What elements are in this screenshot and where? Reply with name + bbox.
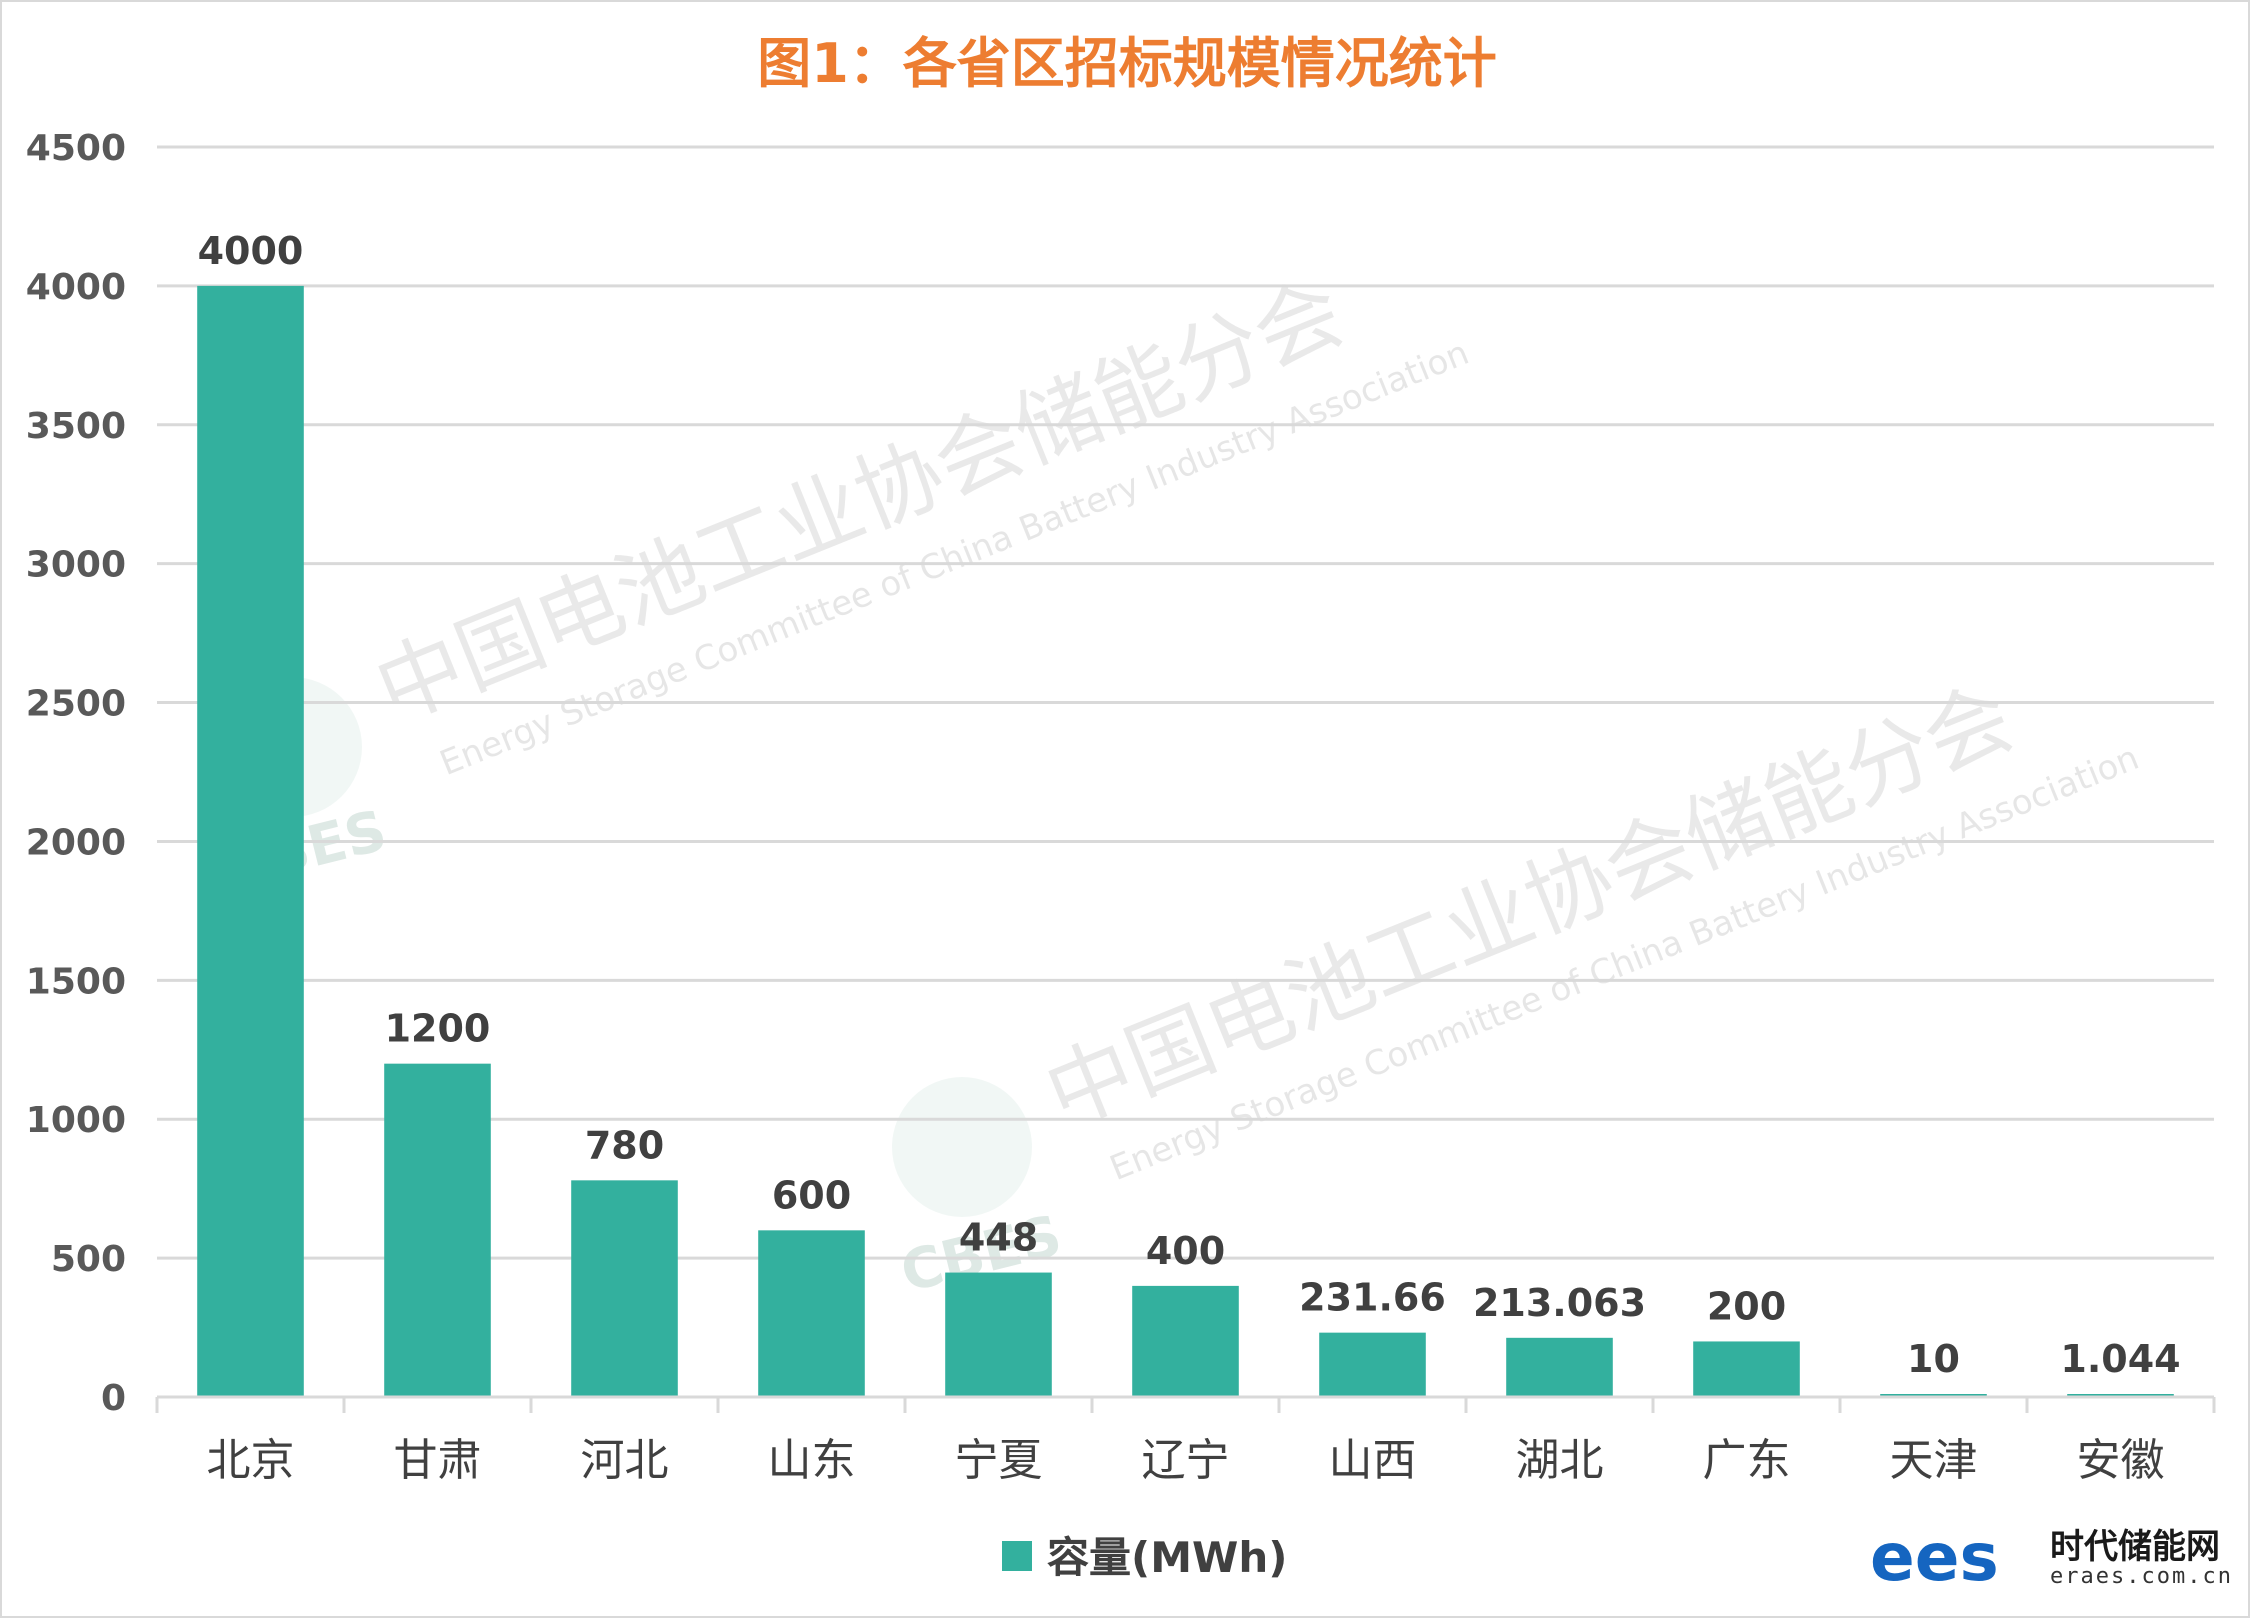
data-label: 780 [585, 1123, 664, 1167]
data-labels: 4000 1200 780 600 448 400 231.66 213.063 200 10 1.… [198, 229, 2181, 1381]
y-tick-label: 2500 [26, 684, 126, 725]
bar [1132, 1285, 1239, 1397]
bar-series [197, 285, 2174, 1397]
legend-label: 容量(MWh) [1047, 1533, 1287, 1582]
x-tick-label: 广东 [1703, 1435, 1791, 1486]
y-axis: 0 500 1000 1500 2000 2500 3000 3500 4000 4500 [26, 128, 126, 1419]
x-tick-label: 宁夏 [955, 1435, 1043, 1486]
bar [1506, 1337, 1613, 1397]
x-tick-label: 河北 [581, 1435, 669, 1486]
x-tick-label: 山西 [1329, 1435, 1417, 1486]
watermark-cn-1: 中国电池工业协会储能分会 [362, 262, 1356, 741]
brand-url: eraes.com.cn [2050, 1564, 2233, 1589]
x-axis: 北京 甘肃 河北 山东 宁夏 辽宁 山西 湖北 广东 天津 安徽 [155, 1395, 2216, 1486]
bar [197, 285, 304, 1397]
x-tick-label: 甘肃 [394, 1435, 482, 1486]
y-tick-label: 0 [101, 1378, 126, 1419]
data-label: 231.66 [1299, 1276, 1446, 1320]
y-tick-label: 500 [51, 1239, 126, 1280]
bar [384, 1063, 491, 1397]
y-tick-label: 1000 [26, 1100, 126, 1141]
chart-title: 图1：各省区招标规模情况统计 [757, 32, 1497, 95]
brand-logo: ees 时代储能网 eraes.com.cn [1870, 1519, 2233, 1596]
x-tick-label: 安徽 [2077, 1435, 2165, 1486]
data-label: 10 [1907, 1337, 1960, 1381]
data-label: 213.063 [1473, 1281, 1646, 1325]
brand-name: 时代储能网 [2050, 1527, 2220, 1567]
bar [1319, 1332, 1426, 1397]
data-label: 600 [772, 1173, 851, 1217]
bar [571, 1180, 678, 1397]
y-tick-label: 4500 [26, 128, 126, 169]
data-label: 4000 [198, 229, 304, 273]
legend-swatch [1002, 1541, 1032, 1571]
legend: 容量(MWh) [1002, 1533, 1287, 1582]
bar [758, 1230, 865, 1397]
data-label: 400 [1146, 1229, 1225, 1273]
data-label: 200 [1707, 1284, 1786, 1328]
gridlines [157, 145, 2214, 1260]
bar [1693, 1341, 1800, 1397]
watermark-cn-2: 中国电池工业协会储能分会 [1032, 667, 2026, 1146]
watermark: 中国电池工业协会储能分会 Energy Storage Committee of… [220, 262, 2145, 1306]
x-tick-label: 辽宁 [1142, 1435, 1230, 1486]
y-tick-label: 3000 [26, 545, 126, 586]
watermark-logo-2: CBES [892, 1077, 1068, 1306]
data-label: 1.044 [2060, 1337, 2180, 1381]
ees-logo: ees [1870, 1519, 1999, 1596]
x-tick-label: 湖北 [1516, 1435, 1604, 1486]
x-tick-label: 山东 [768, 1435, 856, 1486]
y-tick-label: 2000 [26, 822, 126, 863]
y-tick-label: 4000 [26, 267, 126, 308]
bar [945, 1272, 1052, 1397]
data-label: 448 [959, 1216, 1038, 1260]
x-tick-label: 北京 [207, 1435, 295, 1486]
x-tick-label: 天津 [1890, 1435, 1978, 1486]
data-label: 1200 [385, 1007, 491, 1051]
y-tick-label: 3500 [26, 406, 126, 447]
y-tick-label: 1500 [26, 961, 126, 1002]
